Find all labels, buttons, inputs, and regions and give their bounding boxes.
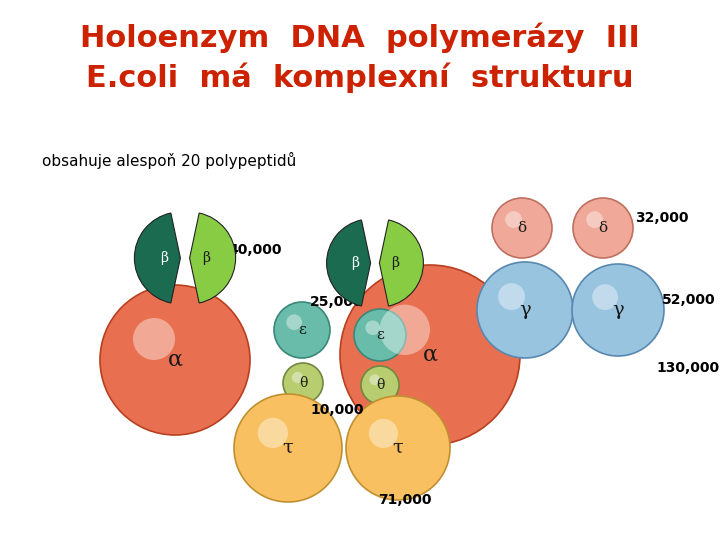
- Text: 10,000: 10,000: [310, 403, 364, 417]
- Wedge shape: [379, 220, 423, 306]
- Circle shape: [586, 211, 603, 228]
- Circle shape: [258, 418, 288, 448]
- Circle shape: [369, 374, 380, 385]
- Text: 40,000: 40,000: [228, 243, 282, 257]
- Text: ε: ε: [298, 323, 306, 337]
- Text: τ: τ: [283, 439, 293, 457]
- Text: α: α: [168, 349, 182, 371]
- Text: E.coli  má  komplexní  strukturu: E.coli má komplexní strukturu: [86, 63, 634, 93]
- Text: 32,000: 32,000: [635, 211, 688, 225]
- Circle shape: [498, 283, 525, 310]
- Text: γ: γ: [612, 301, 624, 319]
- Text: β: β: [391, 256, 399, 270]
- Circle shape: [505, 211, 522, 228]
- Text: β: β: [351, 256, 359, 270]
- Circle shape: [274, 302, 330, 358]
- Wedge shape: [189, 213, 235, 303]
- Circle shape: [340, 265, 520, 445]
- Circle shape: [492, 198, 552, 258]
- Circle shape: [283, 363, 323, 403]
- Text: β: β: [202, 251, 210, 265]
- Wedge shape: [135, 213, 181, 303]
- Circle shape: [379, 305, 430, 355]
- Text: obsahuje alespoň 20 polypeptidů: obsahuje alespoň 20 polypeptidů: [42, 152, 296, 168]
- Circle shape: [366, 320, 380, 335]
- Text: γ: γ: [519, 301, 531, 319]
- Text: 130,000: 130,000: [656, 361, 719, 375]
- Circle shape: [292, 372, 303, 383]
- Text: 52,000: 52,000: [662, 293, 716, 307]
- Text: ε: ε: [376, 328, 384, 342]
- Circle shape: [346, 396, 450, 500]
- Text: δ: δ: [598, 221, 608, 235]
- Circle shape: [354, 309, 406, 361]
- Circle shape: [573, 198, 633, 258]
- Text: θ: θ: [376, 378, 384, 392]
- Circle shape: [361, 366, 399, 404]
- Circle shape: [287, 314, 302, 330]
- Text: α: α: [423, 344, 438, 366]
- Circle shape: [234, 394, 342, 502]
- Circle shape: [477, 262, 573, 358]
- Text: τ: τ: [392, 439, 403, 457]
- Text: 25,000: 25,000: [310, 295, 364, 309]
- Text: Holoenzym  DNA  polymerázy  III: Holoenzym DNA polymerázy III: [80, 23, 640, 53]
- Circle shape: [100, 285, 250, 435]
- Circle shape: [572, 264, 664, 356]
- Text: 71,000: 71,000: [378, 493, 431, 507]
- Circle shape: [369, 419, 398, 448]
- Circle shape: [133, 318, 175, 360]
- Text: θ: θ: [299, 376, 307, 390]
- Text: δ: δ: [518, 221, 526, 235]
- Circle shape: [593, 284, 618, 310]
- Text: β: β: [161, 251, 168, 265]
- Wedge shape: [327, 220, 371, 306]
